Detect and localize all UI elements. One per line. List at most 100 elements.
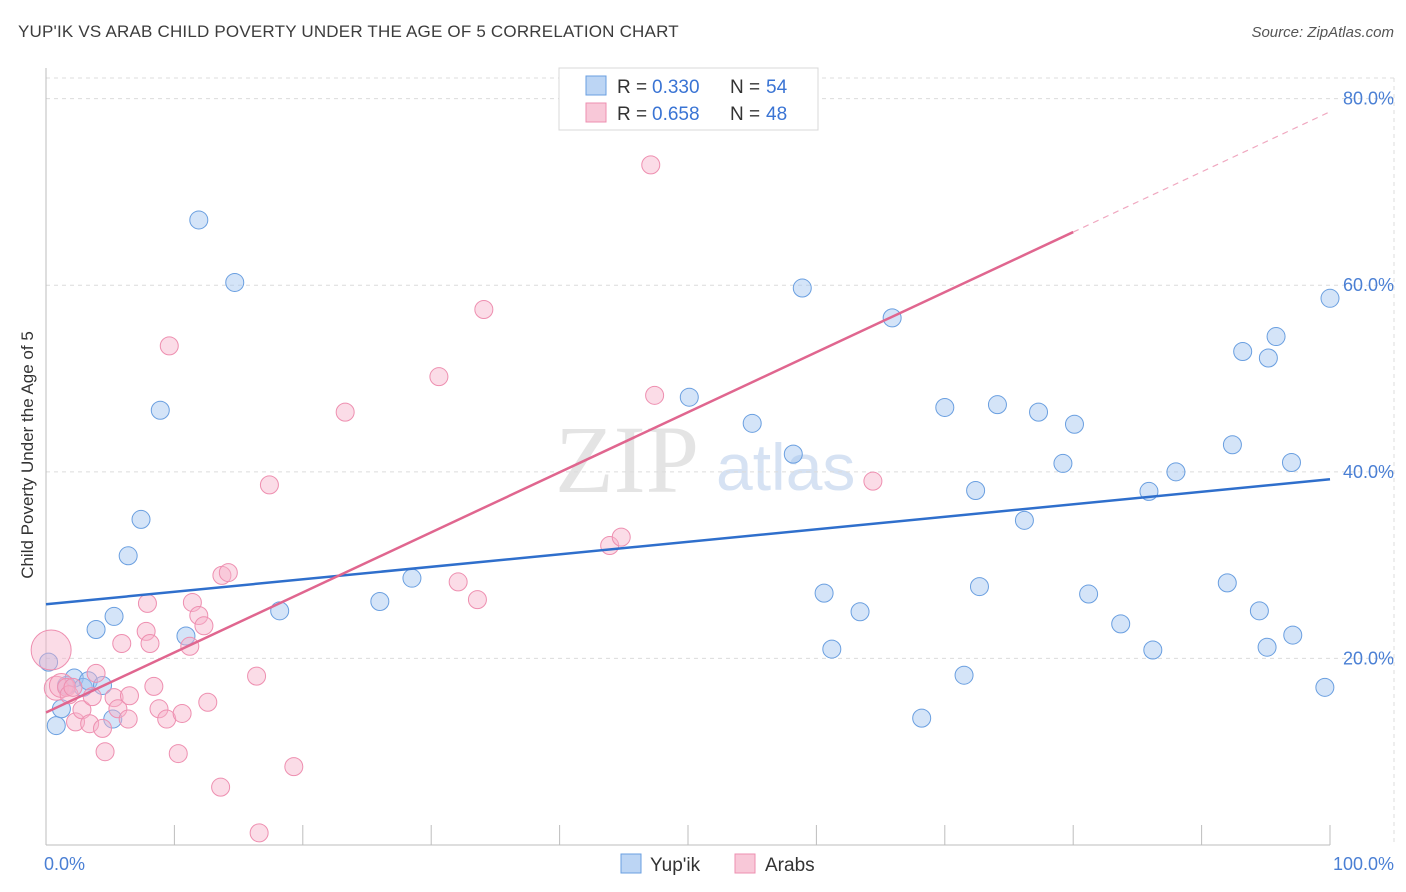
data-point-yupik-15 xyxy=(189,210,209,230)
data-point-yupik-52 xyxy=(1315,677,1335,697)
data-point-arabs-3 xyxy=(57,677,77,697)
data-point-yupik-7 xyxy=(86,619,106,639)
data-point-yupik-36 xyxy=(1053,453,1073,473)
data-point-arabs-17 xyxy=(119,686,139,706)
series-arabs xyxy=(30,155,883,843)
legend-r-value-yupik: 0.330 xyxy=(652,77,700,98)
data-point-arabs-43 xyxy=(474,300,494,319)
data-point-arabs-15 xyxy=(112,633,132,653)
watermark-atlas: atlas xyxy=(716,430,855,504)
chart-title: YUP'IK VS ARAB CHILD POVERTY UNDER THE A… xyxy=(18,22,679,41)
data-point-arabs-6 xyxy=(66,712,86,732)
data-point-yupik-19 xyxy=(402,568,422,588)
data-point-yupik-39 xyxy=(1111,614,1131,634)
data-point-arabs-32 xyxy=(211,777,231,797)
legend-n-value-yupik: 54 xyxy=(766,77,788,98)
data-point-yupik-30 xyxy=(954,665,974,685)
data-point-yupik-48 xyxy=(1258,348,1278,368)
data-point-arabs-24 xyxy=(159,336,179,356)
legend-n-label-arabs: N = xyxy=(730,104,760,125)
data-point-arabs-25 xyxy=(168,744,188,764)
data-point-arabs-20 xyxy=(140,633,160,653)
source-label: Source: ZipAtlas.com xyxy=(1251,24,1394,41)
data-point-yupik-24 xyxy=(814,583,834,603)
data-point-arabs-37 xyxy=(259,475,279,495)
trend-line-arabs xyxy=(45,230,1074,714)
data-point-yupik-31 xyxy=(966,480,986,500)
data-point-arabs-8 xyxy=(80,714,100,734)
legend-n-value-arabs: 48 xyxy=(766,104,787,125)
data-point-yupik-22 xyxy=(783,444,803,464)
x-tick-label-min: 0.0% xyxy=(44,854,85,874)
data-point-arabs-29 xyxy=(189,606,209,625)
data-point-yupik-47 xyxy=(1257,637,1277,657)
data-point-arabs-19 xyxy=(137,593,157,613)
data-point-yupik-21 xyxy=(742,413,762,433)
data-point-yupik-44 xyxy=(1222,435,1242,455)
data-point-yupik-26 xyxy=(850,602,870,622)
data-point-yupik-12 xyxy=(131,509,151,529)
data-point-arabs-31 xyxy=(198,692,218,712)
data-point-arabs-45 xyxy=(611,527,631,547)
data-point-yupik-0 xyxy=(39,652,59,672)
data-point-yupik-20 xyxy=(679,387,699,407)
data-point-yupik-38 xyxy=(1079,584,1099,604)
bottom-legend-swatch-arabs xyxy=(734,853,756,874)
data-point-arabs-22 xyxy=(149,699,169,719)
data-point-yupik-25 xyxy=(822,639,842,659)
data-point-arabs-2 xyxy=(48,672,74,698)
data-point-arabs-42 xyxy=(467,590,487,610)
y-tick-label-1: 40.0% xyxy=(1343,462,1394,482)
y-tick-label-0: 20.0% xyxy=(1343,648,1394,668)
data-point-yupik-1 xyxy=(46,716,66,736)
stats-legend: R = 0.330 N = 54 R = 0.658 N = 48 xyxy=(558,67,819,131)
data-point-arabs-40 xyxy=(429,367,449,387)
data-point-yupik-13 xyxy=(150,400,170,420)
data-point-arabs-38 xyxy=(284,757,304,777)
bottom-legend-swatch-yupik xyxy=(620,853,642,874)
legend-swatch-yupik xyxy=(585,75,607,96)
data-point-arabs-13 xyxy=(104,688,124,708)
data-point-yupik-37 xyxy=(1064,414,1084,434)
data-point-arabs-46 xyxy=(641,155,661,175)
data-point-yupik-42 xyxy=(1166,462,1186,482)
data-point-arabs-10 xyxy=(86,663,106,683)
trend-line-yupik xyxy=(45,478,1331,606)
data-point-yupik-43 xyxy=(1217,573,1237,593)
data-point-arabs-36 xyxy=(249,823,269,843)
data-point-yupik-34 xyxy=(1014,510,1034,530)
legend-r-label-yupik: R = xyxy=(617,77,647,98)
data-point-yupik-46 xyxy=(1249,601,1269,621)
data-point-arabs-18 xyxy=(136,621,156,641)
data-point-arabs-21 xyxy=(144,676,164,696)
y-tick-label-3: 80.0% xyxy=(1343,89,1394,109)
bottom-legend-label-arabs: Arabs xyxy=(765,855,815,876)
data-point-arabs-0 xyxy=(30,629,72,671)
watermark-zip: ZIP xyxy=(555,406,699,513)
data-point-yupik-10 xyxy=(104,606,124,626)
data-point-arabs-35 xyxy=(247,666,267,686)
y-tick-labels: 20.0% 40.0% 60.0% 80.0% xyxy=(1343,89,1394,669)
data-point-yupik-29 xyxy=(935,397,955,417)
data-point-arabs-26 xyxy=(172,703,192,723)
data-point-arabs-34 xyxy=(218,563,238,583)
data-point-yupik-11 xyxy=(118,546,138,566)
axes xyxy=(45,68,1331,846)
data-point-arabs-12 xyxy=(95,742,115,762)
data-point-arabs-48 xyxy=(863,471,883,491)
data-point-yupik-32 xyxy=(969,577,989,597)
data-point-arabs-30 xyxy=(194,616,214,636)
data-point-yupik-35 xyxy=(1029,402,1049,422)
trend-lines xyxy=(45,111,1331,714)
data-point-yupik-45 xyxy=(1233,341,1253,361)
data-point-arabs-11 xyxy=(92,718,112,738)
data-point-yupik-53 xyxy=(1320,288,1340,308)
x-tick-label-max: 100.0% xyxy=(1333,854,1394,874)
data-point-yupik-41 xyxy=(1143,640,1163,660)
data-point-yupik-23 xyxy=(792,278,812,298)
legend-r-label-arabs: R = xyxy=(617,104,647,125)
y-tick-label-2: 60.0% xyxy=(1343,275,1394,295)
data-point-yupik-16 xyxy=(225,272,245,292)
data-point-arabs-16 xyxy=(118,709,138,729)
